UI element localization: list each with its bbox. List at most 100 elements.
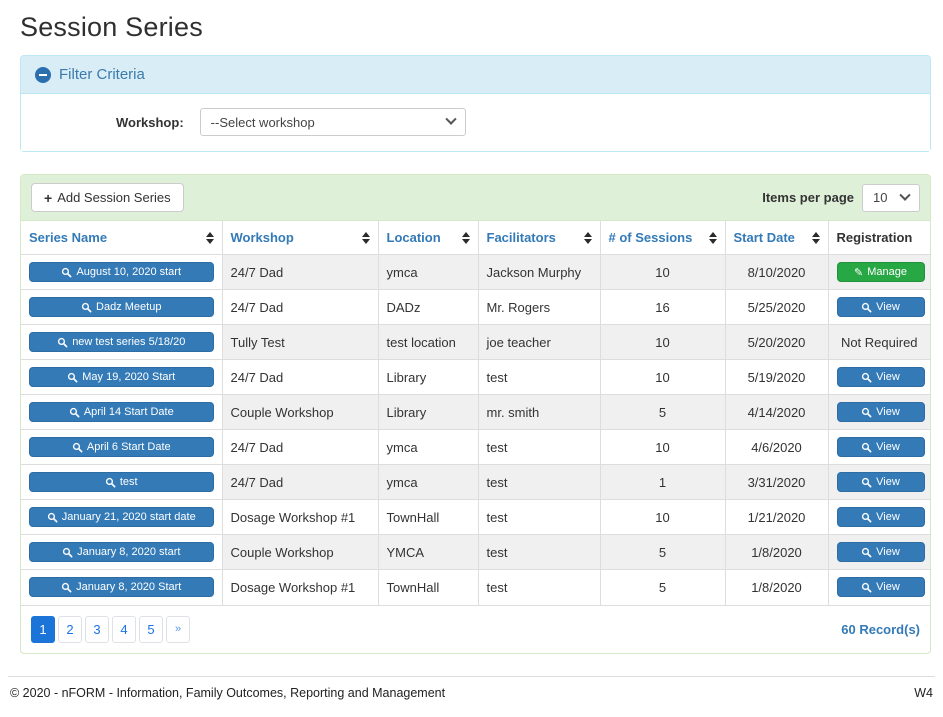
pagination-page-3[interactable]: 3 [85,615,109,643]
table-row: new test series 5/18/20 Tully Test test lo… [21,324,930,360]
series-name-button[interactable]: April 14 Start Date [29,402,214,422]
sessions-cell: 5 [600,569,726,605]
column-header-location[interactable]: Location [378,221,479,255]
workshop-cell: 24/7 Dad [222,429,379,465]
series-name-label: August 10, 2020 start [76,266,182,278]
record-count: 60 Record(s) [841,621,920,637]
pencil-icon: ✎ [854,265,864,279]
session-series-table: Series Name Workshop Location Facilitators #… [21,221,930,605]
pagination-page-1[interactable]: 1 [31,615,55,643]
sort-icon[interactable] [583,231,592,244]
series-name-button[interactable]: April 6 Start Date [29,437,214,457]
sort-icon[interactable] [708,231,717,244]
items-per-page-label: Items per page [762,190,854,205]
series-name-label: April 6 Start Date [86,441,171,453]
facilitators-cell: test [478,534,601,570]
series-name-button[interactable]: test [29,472,214,492]
registration-button-label: View [876,511,900,523]
column-header-series-name[interactable]: Series Name [21,221,223,255]
view-registration-button[interactable]: View [836,437,925,457]
workshop-cell: 24/7 Dad [222,289,379,325]
column-header--of-sessions[interactable]: # of Sessions [600,221,726,255]
collapse-minus-icon[interactable] [35,66,51,83]
add-session-series-button[interactable]: + Add Session Series [31,183,184,212]
workshop-cell: Couple Workshop [222,534,379,570]
column-header-label: Facilitators [486,230,556,245]
sort-icon[interactable] [361,231,370,244]
table-row: April 14 Start Date Couple Workshop Librar… [21,394,930,430]
pagination-page-2[interactable]: 2 [58,615,82,643]
items-per-page-select[interactable]: 10 [862,183,920,212]
workshop-label: Workshop: [116,114,184,130]
facilitators-cell: test [478,569,601,605]
sort-icon[interactable] [461,231,470,244]
start-date-cell: 4/6/2020 [725,429,829,465]
view-registration-button[interactable]: View [836,297,925,317]
series-name-label: January 21, 2020 start date [61,511,196,523]
location-cell: TownHall [378,499,479,535]
filter-criteria-header[interactable]: Filter Criteria [21,56,930,94]
table-row: Dadz Meetup 24/7 Dad DADz Mr. Rogers 16 5/25/… [21,289,930,325]
plus-icon: + [44,189,53,206]
series-name-cell: January 21, 2020 start date [21,499,223,535]
start-date-cell: 1/8/2020 [725,534,829,570]
page-footer: © 2020 - nFORM - Information, Family Out… [8,676,935,700]
registration-cell: Not Required [828,324,930,360]
pagination-next-button[interactable]: » [166,615,190,643]
facilitators-cell: test [478,464,601,500]
view-registration-button[interactable]: View [836,507,925,527]
series-name-button[interactable]: new test series 5/18/20 [29,332,214,352]
add-session-series-label: Add Session Series [57,190,171,205]
manage-registration-button[interactable]: ✎ Manage [836,262,925,282]
pagination: 1 2 3 4 5» [31,615,190,643]
filter-criteria-title: Filter Criteria [59,66,145,83]
series-name-button[interactable]: January 8, 2020 Start [29,577,214,598]
location-cell: YMCA [378,534,479,570]
start-date-cell: 4/14/2020 [725,394,829,430]
column-header-start-date[interactable]: Start Date [725,221,829,255]
column-header-label: # of Sessions [608,230,693,245]
series-name-button[interactable]: Dadz Meetup [29,297,214,317]
registration-cell: View [828,289,930,325]
view-registration-button[interactable]: View [836,542,925,562]
location-cell: Library [378,359,479,395]
workshop-cell: Tully Test [222,324,379,360]
series-name-cell: April 6 Start Date [21,429,223,465]
series-name-cell: new test series 5/18/20 [21,324,223,360]
items-per-page-value: 10 [873,190,888,205]
series-name-cell: test [21,464,223,500]
column-header-facilitators[interactable]: Facilitators [478,221,601,255]
view-registration-button[interactable]: View [836,402,925,422]
workshop-cell: Dosage Workshop #1 [222,499,379,535]
pagination-page-4[interactable]: 4 [112,615,136,643]
registration-cell: ✎ Manage [828,254,930,290]
sort-icon[interactable] [205,231,214,244]
series-name-cell: August 10, 2020 start [21,254,223,290]
start-date-cell: 3/31/2020 [725,464,829,500]
chevron-down-icon [444,113,457,125]
column-header-workshop[interactable]: Workshop [222,221,379,255]
series-name-cell: Dadz Meetup [21,289,223,325]
start-date-cell: 5/25/2020 [725,289,829,325]
series-name-cell: January 8, 2020 start [21,534,223,570]
view-registration-button[interactable]: View [836,367,925,387]
series-name-button[interactable]: May 19, 2020 Start [29,367,214,387]
table-row: January 8, 2020 Start Dosage Workshop #1 T… [21,569,930,605]
workshop-select[interactable]: --Select workshop [199,108,466,136]
filter-panel: Filter Criteria Workshop: --Select works… [20,55,931,152]
grid-toolbar: + Add Session Series Items per page 10 [21,175,930,221]
registration-cell: View [828,499,930,535]
view-registration-button[interactable]: View [836,577,925,598]
series-name-button[interactable]: January 21, 2020 start date [29,507,214,527]
series-name-button[interactable]: January 8, 2020 start [29,542,214,562]
magnifier-icon [862,582,872,593]
series-name-button[interactable]: August 10, 2020 start [29,262,214,282]
registration-cell: View [828,394,930,430]
magnifier-icon [62,267,72,277]
pagination-page-5[interactable]: 5 [139,615,163,643]
sort-icon[interactable] [811,231,820,244]
view-registration-button[interactable]: View [836,472,925,492]
page-title: Session Series [20,12,203,42]
start-date-cell: 5/19/2020 [725,359,829,395]
location-cell: test location [378,324,479,360]
